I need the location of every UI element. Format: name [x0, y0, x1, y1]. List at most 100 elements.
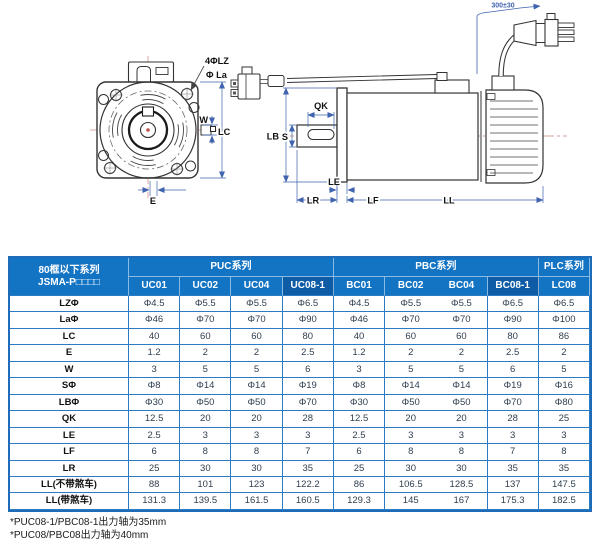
cell-W-BC02: 5	[385, 362, 437, 379]
cell-LZΦ-BC08-1: Φ6.5	[487, 296, 539, 313]
cell-LL(带煞车)-UC02: 139.5	[180, 493, 232, 510]
cell-LF-UC01: 6	[129, 444, 181, 461]
cell-LZΦ-BC04: Φ5.5	[436, 296, 488, 313]
model-header-uc04: UC04	[231, 277, 283, 296]
dimension-label-le: LE	[328, 177, 340, 187]
terminal-slot	[136, 66, 151, 82]
cell-LR-BC08-1: 35	[487, 460, 539, 477]
dimension-label-lr: LR	[307, 195, 320, 205]
cell-LF-BC02: 8	[385, 444, 437, 461]
cell-LR-UC02: 30	[180, 460, 232, 477]
dimension-label-cable-length: 300±30	[491, 3, 514, 10]
corner-header-line2: JSMA-P□□□□	[38, 276, 100, 288]
motor-front-view: W LC E 4ΦLZ Φ La	[90, 56, 232, 206]
keyway-notch	[141, 106, 155, 117]
footnote-1: *PUC08-1/PBC08-1出力轴为35mm	[10, 517, 167, 528]
pilot-circle	[121, 103, 175, 157]
cell-QK-LC08: 25	[538, 411, 590, 428]
cell-LZΦ-UC04: Φ5.5	[231, 296, 283, 313]
row-label-LF: LF	[10, 444, 129, 461]
footnote-2: *PUC08/PBC08出力轴为40mm	[10, 530, 149, 541]
series-header-PLC系列: PLC系列	[538, 258, 590, 277]
face-slot-outer-arcs	[112, 94, 184, 166]
row-label-W: W	[10, 361, 129, 379]
cell-LL(带煞车)-BC02: 145	[385, 493, 437, 510]
cell-LBΦ-UC02: Φ50	[180, 394, 232, 412]
cell-QK-UC01: 12.5	[129, 411, 181, 428]
cell-E-UC04: 2	[231, 345, 283, 362]
bolt-circle	[108, 90, 188, 170]
dim-w	[203, 116, 218, 144]
shaft-center-circle	[139, 121, 157, 139]
cell-LE-LC08: 3	[538, 427, 590, 445]
model-header-lc08: LC08	[538, 277, 590, 296]
dimension-label-lf: LF	[367, 195, 379, 205]
cell-LBΦ-BC08-1: Φ70	[487, 394, 539, 412]
cable-ferrule	[267, 75, 285, 87]
cell-QK-UC08-1: 28	[282, 411, 334, 428]
dim-cable-length	[476, 3, 541, 74]
cell-LL(带煞车)-BC08-1: 175.3	[487, 493, 539, 510]
cell-LR-UC08-1: 35	[282, 460, 334, 477]
row-label-LaΦ: LaΦ	[10, 312, 129, 329]
cell-LZΦ-UC01: Φ4.5	[129, 296, 181, 313]
shaft	[296, 124, 338, 148]
cell-W-UC01: 3	[129, 361, 181, 379]
dimension-label-qk: QK	[314, 101, 328, 111]
dimension-label-e: E	[150, 196, 156, 206]
cell-LBΦ-UC01: Φ30	[129, 394, 181, 412]
encoder-pin-contact-2	[233, 91, 236, 95]
cell-LL(不带煞车)-UC02: 101	[180, 476, 232, 494]
cell-LC-LC08: 86	[538, 328, 590, 346]
housing-clip-top	[486, 93, 496, 100]
cell-SΦ-BC01: Φ8	[333, 378, 386, 395]
flange-plate	[336, 87, 348, 183]
encoder-mount	[434, 79, 470, 94]
cell-E-BC01: 1.2	[333, 345, 386, 362]
cell-LL(带煞车)-BC01: 129.3	[333, 493, 386, 510]
cell-LE-BC02: 3	[385, 428, 437, 445]
row-label-LZΦ: LZΦ	[10, 296, 129, 313]
cell-E-BC02: 2	[385, 345, 437, 362]
cell-LF-UC02: 8	[180, 444, 232, 461]
dimension-spec-table: 80框以下系列 JSMA-P□□□□ PUC系列 PBC系列 PLC系列 UC01 UC02…	[8, 256, 592, 512]
cell-LaΦ-BC01: Φ46	[333, 312, 386, 329]
cell-E-LC08: 2	[538, 345, 590, 362]
cell-W-BC04: 5	[436, 361, 488, 379]
cell-E-BC08-1: 2.5	[487, 345, 539, 362]
cell-LaΦ-BC04: Φ70	[436, 312, 488, 329]
cell-W-BC08-1: 6	[487, 361, 539, 379]
cell-LE-UC01: 2.5	[129, 427, 181, 445]
dim-bottom	[296, 150, 544, 203]
cell-LL(带煞车)-LC08: 182.5	[538, 493, 590, 510]
model-header-uc02: UC02	[180, 277, 232, 296]
cell-LZΦ-BC02: Φ5.5	[385, 296, 437, 313]
cell-LE-UC08-1: 3	[282, 427, 334, 445]
cell-LF-BC01: 6	[333, 444, 386, 461]
cell-LL(带煞车)-BC04: 167	[436, 493, 488, 510]
cell-QK-BC04: 20	[436, 411, 488, 428]
cell-SΦ-BC08-1: Φ19	[487, 378, 539, 395]
cell-SΦ-UC02: Φ14	[180, 378, 232, 395]
shaft-keyway-slot	[307, 129, 335, 140]
row-label-LL(不带煞车): LL(不带煞车)	[10, 476, 129, 494]
cell-LZΦ-BC01: Φ4.5	[333, 296, 386, 313]
dim-lc	[200, 81, 226, 179]
cell-LL(带煞车)-UC04: 161.5	[231, 493, 283, 510]
power-connector-pins	[557, 22, 575, 42]
dimension-label-s: S	[282, 132, 288, 142]
cell-E-UC08-1: 2.5	[282, 345, 334, 362]
cell-LL(不带煞车)-BC08-1: 137	[487, 476, 539, 494]
cell-E-UC02: 2	[180, 345, 232, 362]
cell-W-BC01: 3	[333, 361, 386, 379]
cell-LR-UC01: 25	[129, 460, 181, 477]
cell-LL(不带煞车)-UC08-1: 122.2	[282, 476, 334, 494]
cell-SΦ-UC08-1: Φ19	[282, 378, 334, 395]
cell-W-UC02: 5	[180, 361, 232, 379]
cell-LBΦ-BC04: Φ50	[436, 394, 488, 412]
model-header-bc01: BC01	[333, 277, 386, 296]
center-mark	[146, 128, 150, 132]
dimension-label-w: W	[199, 115, 208, 125]
cell-SΦ-UC01: Φ8	[129, 378, 181, 395]
ferrule-link	[260, 79, 268, 84]
